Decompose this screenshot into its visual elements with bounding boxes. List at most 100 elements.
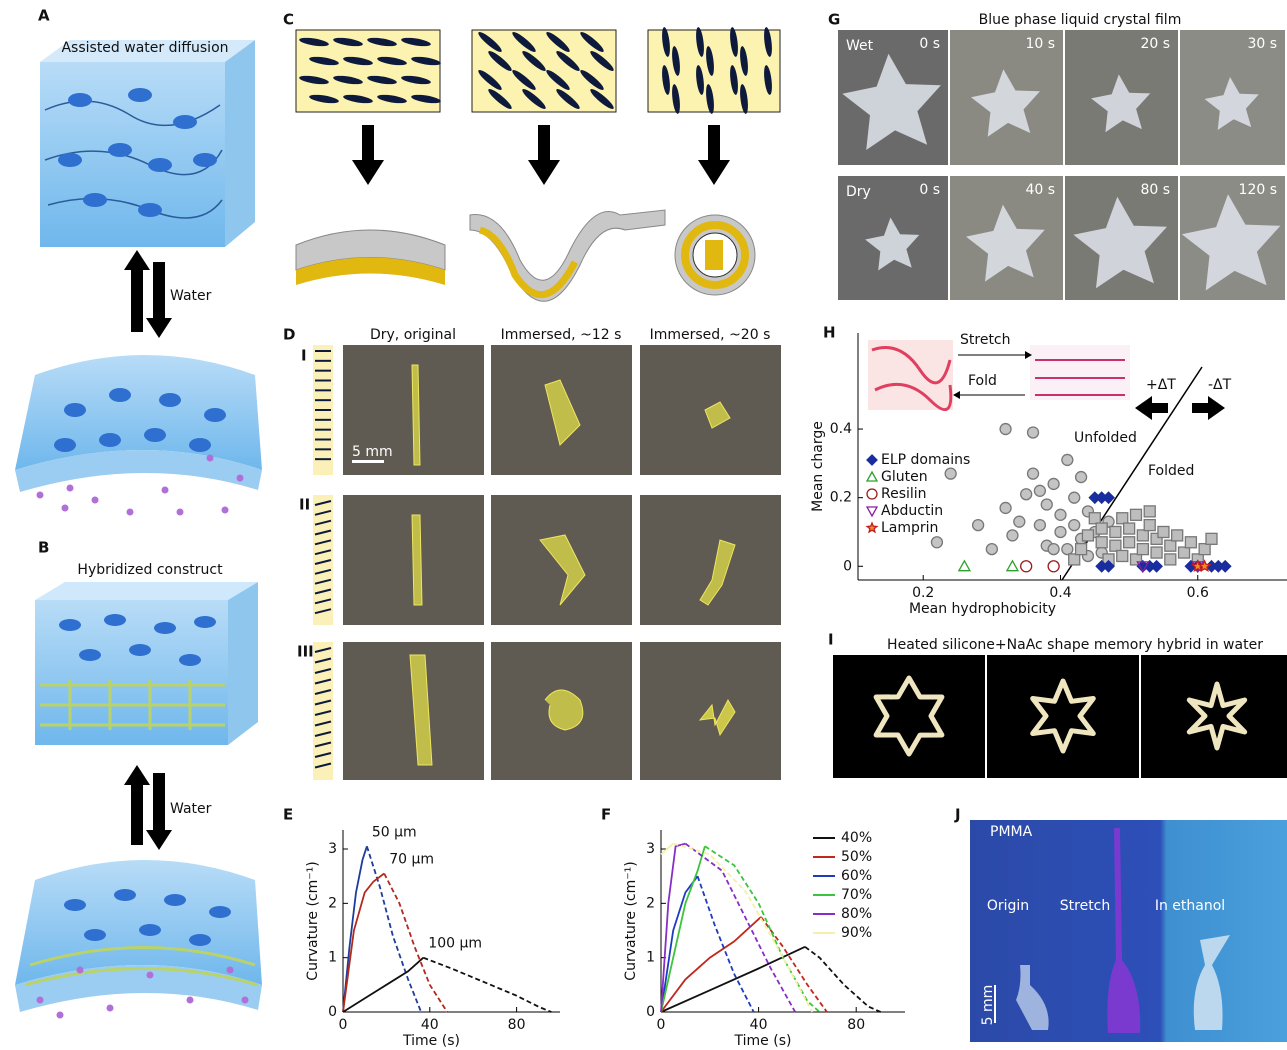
point: [1021, 489, 1032, 500]
annotation: Unfolded: [1074, 430, 1137, 446]
caption: Origin: [987, 898, 1029, 914]
point: [1165, 554, 1176, 565]
time-label: 0 s: [919, 36, 940, 52]
point: [1165, 540, 1176, 551]
y-tick-label: 3: [646, 841, 655, 857]
arrows: [124, 250, 172, 850]
curve: [705, 846, 820, 1012]
point: [1151, 547, 1162, 558]
time-label: 0 s: [919, 182, 940, 198]
panel-title: Blue phase liquid crystal film: [979, 12, 1182, 28]
legend-label: ELP domains: [881, 452, 970, 468]
legend-label: Gluten: [881, 469, 928, 485]
legend-marker: [867, 472, 877, 481]
row-label: I: [301, 347, 307, 365]
page: A Assisted water diffusion Water B Hybri…: [0, 0, 1287, 1050]
point: [1117, 513, 1128, 524]
point: [1014, 516, 1025, 527]
photo: [833, 655, 985, 778]
panel-label: B: [38, 539, 49, 557]
legend-marker: [867, 489, 877, 499]
legend-label: 90%: [841, 925, 872, 941]
curve: [761, 917, 827, 1012]
y-tick-label: 2: [646, 895, 655, 911]
point: [1130, 509, 1141, 520]
point: [931, 537, 942, 548]
row-label: Dry: [846, 184, 871, 200]
point: [1144, 520, 1155, 531]
x-axis-label: Time (s): [734, 1033, 792, 1049]
point: [1048, 544, 1059, 555]
y-axis-label: Curvature (cm⁻¹): [305, 861, 321, 980]
point: [1117, 550, 1128, 561]
point: [1137, 530, 1148, 541]
time-label: 20 s: [1140, 36, 1170, 52]
panel-label: H: [823, 324, 836, 342]
y-tick-label: 1: [646, 950, 655, 966]
y-tick-label: 3: [328, 841, 337, 857]
legend-label: 70%: [841, 887, 872, 903]
legend-label: 80%: [841, 906, 872, 922]
point: [1103, 492, 1114, 503]
illustration-alignment: [296, 27, 780, 185]
y-tick-label: 0.2: [830, 490, 852, 506]
point: [1028, 427, 1039, 438]
point: [1041, 499, 1052, 510]
y-axis-label: Mean charge: [810, 421, 826, 512]
x-tick-label: 0: [339, 1017, 348, 1033]
panel-title: Assisted water diffusion: [61, 40, 228, 56]
curve-label: 100 μm: [428, 936, 482, 952]
sample-label: PMMA: [990, 824, 1033, 840]
point: [1034, 520, 1045, 531]
legend-label: Abductin: [881, 503, 943, 519]
row-label: II: [299, 496, 310, 514]
panel-label: I: [828, 631, 834, 649]
point: [1179, 547, 1190, 558]
panel-label: E: [283, 806, 293, 824]
point: [1151, 561, 1162, 572]
column-header: Immersed, ~20 s: [650, 327, 771, 343]
point: [1124, 537, 1135, 548]
legend-label: Lamprin: [881, 520, 938, 536]
point: [1076, 472, 1087, 483]
point: [1220, 561, 1231, 572]
annotation: Fold: [968, 373, 997, 389]
y-tick-label: 0.4: [830, 421, 852, 437]
point: [1048, 478, 1059, 489]
point: [1076, 544, 1087, 555]
point: [1028, 468, 1039, 479]
point: [959, 561, 970, 571]
y-tick-label: 0: [843, 558, 852, 574]
x-tick-label: 0.4: [1049, 585, 1071, 601]
x-tick-label: 0.2: [912, 585, 934, 601]
photo: [987, 655, 1139, 778]
point: [1172, 530, 1183, 541]
row-label: III: [297, 643, 314, 661]
point: [1055, 526, 1066, 537]
annotation: Folded: [1148, 463, 1194, 479]
caption: In ethanol: [1155, 898, 1225, 914]
point: [1062, 454, 1073, 465]
point: [1096, 537, 1107, 548]
panel-label: J: [954, 806, 961, 824]
curve: [673, 844, 812, 1012]
panel-label: F: [601, 806, 611, 824]
legend-label: 60%: [841, 868, 872, 884]
annotation: +ΔT: [1146, 377, 1176, 393]
point: [1096, 523, 1107, 534]
scale-bar-label: 5 mm: [352, 444, 393, 460]
point: [1069, 492, 1080, 503]
x-tick-label: 40: [750, 1017, 768, 1033]
y-tick-label: 2: [328, 895, 337, 911]
legend-marker: [867, 523, 877, 532]
legend-marker: [867, 507, 877, 516]
x-axis-label: Time (s): [402, 1033, 460, 1049]
point: [1199, 544, 1210, 555]
specimen: [412, 365, 420, 465]
point: [1007, 530, 1018, 541]
curve-label: 70 μm: [389, 851, 434, 867]
column-header: Dry, original: [370, 327, 456, 343]
arrow: [528, 125, 560, 185]
panel-label: A: [38, 7, 50, 25]
point: [1069, 554, 1080, 565]
